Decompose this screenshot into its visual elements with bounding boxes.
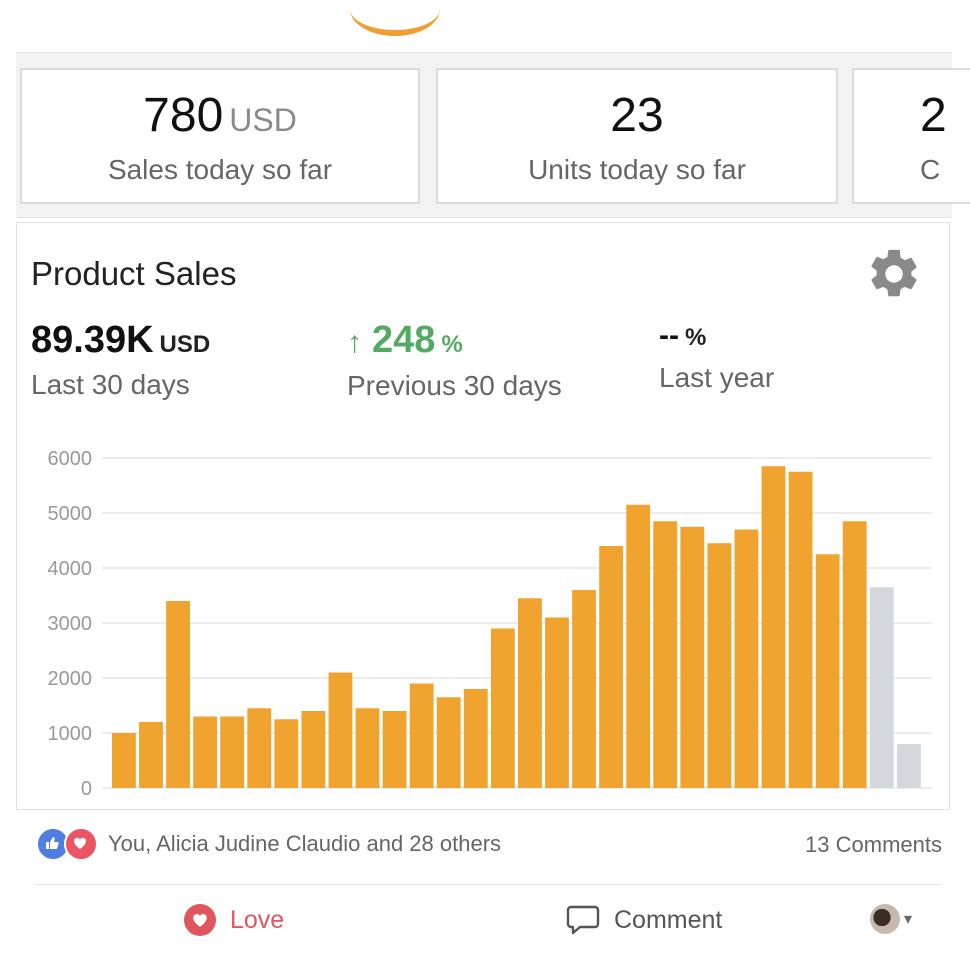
y-tick-label: 0 [81, 778, 92, 800]
reaction-profile-selector[interactable]: ▾ [870, 904, 912, 934]
chart-bar[interactable] [409, 683, 434, 789]
chart-bar[interactable] [490, 628, 515, 789]
love-reaction-icon [64, 827, 98, 861]
chart-bar[interactable] [301, 711, 326, 788]
chart-bar[interactable] [193, 716, 218, 789]
sales-bar-chart: 0 1000 2000 3000 4000 5000 6000 [48, 448, 932, 800]
chart-bar[interactable] [436, 697, 461, 788]
chart-bar[interactable] [707, 543, 732, 788]
metric-value: 248 [372, 319, 436, 361]
chart-bar[interactable] [680, 526, 705, 788]
chart-bar[interactable] [599, 546, 624, 788]
stat-value: 2 [920, 89, 947, 142]
love-label: Love [230, 905, 285, 934]
arrow-up-icon: ↑ [347, 326, 362, 359]
y-tick-label: 1000 [48, 723, 93, 745]
gear-icon[interactable] [865, 245, 923, 303]
avatar [870, 904, 900, 934]
chart-bar[interactable] [382, 711, 407, 788]
metric-last-30-days: 89.39K USD Last 30 days [31, 321, 210, 401]
chart-bar[interactable] [220, 716, 245, 789]
stat-card-units[interactable]: 23 Units today so far [436, 68, 838, 204]
chart-bar[interactable] [166, 601, 190, 788]
chart-bar[interactable] [815, 554, 840, 788]
stat-card-partial[interactable]: 2 C [852, 68, 970, 204]
chart-bar[interactable] [139, 722, 163, 788]
stat-unit: USD [229, 102, 297, 138]
y-tick-label: 2000 [48, 668, 93, 690]
reactions-summary[interactable]: You, Alicia Judine Claudio and 28 others [36, 827, 502, 861]
comments-count-link[interactable]: 13 Comments [805, 832, 942, 857]
y-tick-label: 5000 [48, 503, 93, 525]
metric-label: Last year [659, 362, 775, 393]
reactions-text: You, Alicia Judine Claudio and 28 others [108, 831, 502, 856]
stat-card-sales[interactable]: 780 USD Sales today so far [20, 68, 420, 204]
comment-button[interactable]: Comment [566, 904, 722, 936]
chevron-down-icon: ▾ [904, 911, 913, 928]
chart-bar[interactable] [761, 466, 786, 788]
chart-bar[interactable] [463, 689, 488, 788]
comment-label: Comment [614, 905, 723, 934]
metric-previous-30-days: ↑ 248% Previous 30 days [347, 321, 562, 402]
chart-bar[interactable] [842, 521, 867, 788]
y-tick-label: 6000 [48, 448, 93, 470]
love-button[interactable]: Love [184, 904, 284, 936]
metric-last-year: --% Last year [659, 321, 774, 394]
chart-bar[interactable] [788, 471, 813, 788]
chart-bar[interactable] [869, 587, 894, 788]
chart-bar[interactable] [112, 733, 136, 788]
chart-bar[interactable] [518, 598, 542, 788]
metric-unit: % [441, 331, 463, 358]
stat-value: 23 [610, 89, 664, 142]
chart-bar[interactable] [328, 672, 353, 789]
y-tick-label: 3000 [48, 613, 93, 635]
chart-bar[interactable] [896, 744, 921, 788]
divider [36, 884, 940, 885]
comment-icon [566, 905, 600, 935]
metric-label: Previous 30 days [347, 370, 562, 401]
stat-caption: C [920, 154, 941, 185]
heart-icon [184, 904, 216, 936]
y-tick-label: 4000 [48, 558, 93, 580]
chart-bar[interactable] [247, 708, 272, 788]
chart-bar[interactable] [274, 719, 299, 788]
metric-value: -- [659, 319, 679, 352]
stat-value: 780 [143, 89, 224, 142]
chart-bar[interactable] [653, 521, 678, 788]
chart-bar[interactable] [734, 529, 759, 789]
stat-caption: Units today so far [528, 154, 746, 185]
chart-bar[interactable] [572, 590, 596, 788]
metric-value: 89.39K [31, 319, 154, 361]
metric-label: Last 30 days [31, 369, 190, 400]
metric-unit: USD [159, 331, 211, 358]
logo [350, 0, 440, 36]
stat-caption: Sales today so far [107, 154, 333, 185]
panel-title: Product Sales [31, 255, 237, 292]
chart-bar[interactable] [545, 617, 569, 789]
chart-bar[interactable] [355, 708, 380, 788]
chart-bar[interactable] [626, 504, 651, 788]
metric-unit: % [684, 324, 707, 351]
